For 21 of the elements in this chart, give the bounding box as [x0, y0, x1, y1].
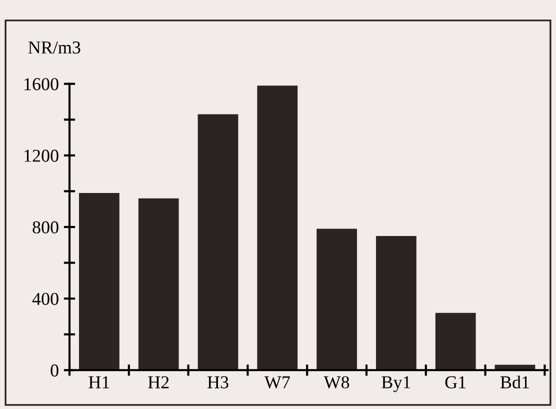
x-tick-label: H1: [88, 376, 110, 388]
y-tick-label: 800: [32, 221, 58, 234]
bar: [316, 228, 357, 370]
bar: [376, 236, 416, 370]
y-tick-label: 1200: [24, 150, 58, 162]
bar: [138, 198, 179, 370]
y-tick-label: 1600: [24, 78, 58, 90]
bar: [257, 86, 298, 370]
x-tick-label: H2: [148, 376, 169, 388]
x-tick-label: W7: [264, 376, 290, 389]
y-axis-title: NR/m3: [28, 41, 80, 54]
x-tick-label: W8: [324, 376, 350, 389]
y-tick-label: 400: [32, 292, 58, 306]
x-tick-label: G1: [445, 376, 466, 388]
bar: [198, 114, 238, 370]
y-tick-label: 0: [50, 364, 58, 377]
bar: [79, 192, 120, 370]
x-tick-label: H3: [207, 376, 228, 388]
bar: [435, 312, 476, 370]
x-tick-label: By1: [382, 376, 410, 392]
x-tick-label: Bd1: [500, 376, 529, 388]
